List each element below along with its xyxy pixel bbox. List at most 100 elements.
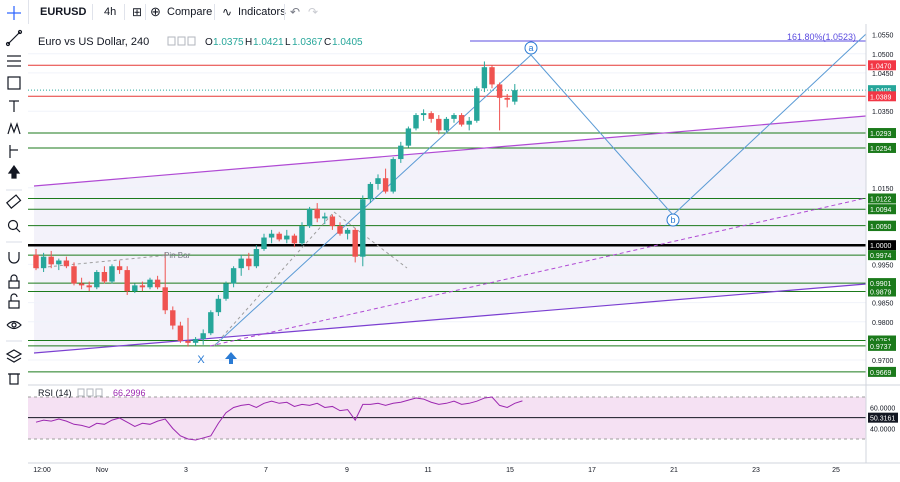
crosshair-icon[interactable] bbox=[7, 6, 21, 20]
candle-style-icon[interactable]: ⊞ bbox=[132, 5, 143, 19]
undo-icon[interactable]: ↶ bbox=[290, 5, 301, 19]
candle-body bbox=[71, 266, 77, 284]
price-tag bbox=[868, 278, 896, 289]
interval-button[interactable]: 4h bbox=[104, 6, 117, 18]
rsi-legend: RSI (14) 66.2996 bbox=[38, 388, 146, 398]
legend-low-label: L bbox=[285, 37, 291, 48]
time-tick-label: 23 bbox=[752, 467, 760, 474]
zoom-icon[interactable] bbox=[7, 219, 21, 233]
rectangle-icon[interactable] bbox=[7, 76, 21, 90]
rsi-value: 66.2996 bbox=[113, 388, 146, 398]
candle-body bbox=[504, 97, 510, 100]
top-toolbar: EURUSD 4h ⊞ ⊕ Compare ∿ Indicators ↶ ↷ bbox=[0, 0, 900, 25]
magnet-icon[interactable] bbox=[8, 252, 20, 264]
price-tag bbox=[868, 286, 896, 297]
candle-body bbox=[230, 268, 237, 284]
price-tick-label: 0.9850 bbox=[872, 301, 894, 308]
legend-close-icon[interactable] bbox=[187, 36, 196, 46]
price-tag bbox=[868, 60, 896, 71]
time-tick-label: 9 bbox=[345, 467, 349, 474]
rsi-line bbox=[35, 396, 523, 441]
candle-body bbox=[474, 88, 480, 121]
price-tick-label: 1.0450 bbox=[872, 71, 894, 78]
candle-body bbox=[86, 285, 92, 288]
legend-open-value: 1.0375 bbox=[213, 37, 244, 48]
candle-body bbox=[94, 271, 100, 288]
price-tag bbox=[868, 128, 896, 139]
price-tag bbox=[868, 240, 896, 251]
compare-button[interactable]: Compare bbox=[167, 6, 213, 18]
rsi-settings-icon[interactable] bbox=[86, 388, 94, 397]
candle-body bbox=[512, 90, 518, 102]
candle-body bbox=[208, 312, 214, 334]
candle-body bbox=[132, 285, 138, 292]
fib-extension-label: 161.80%(1.0523) bbox=[787, 32, 856, 42]
rsi-close-icon[interactable] bbox=[95, 388, 103, 397]
candle-body bbox=[154, 279, 161, 288]
price-tag-label: 1.0050 bbox=[870, 224, 892, 231]
candle-body bbox=[147, 279, 153, 288]
price-tag bbox=[868, 193, 896, 204]
toolbar-divider bbox=[92, 4, 93, 20]
trend-line-icon[interactable] bbox=[5, 29, 23, 47]
fib-icon[interactable] bbox=[7, 55, 21, 67]
legend-eye-icon[interactable] bbox=[167, 36, 176, 46]
candle-body bbox=[200, 333, 206, 339]
price-tick-label: 1.0150 bbox=[872, 186, 894, 193]
candle-body bbox=[268, 233, 275, 238]
trash-icon[interactable] bbox=[8, 373, 20, 385]
rsi-tag bbox=[868, 412, 898, 423]
candle-body bbox=[299, 226, 305, 244]
candle-body bbox=[390, 159, 396, 192]
candle-body bbox=[405, 128, 412, 146]
chart-area[interactable]: 1.0550 1.0500 1.0450 1.0350 1.0150 0.9950 0.98… bbox=[28, 24, 900, 477]
ruler-icon[interactable] bbox=[5, 194, 22, 210]
candle-body bbox=[63, 260, 70, 267]
candle-body bbox=[177, 325, 184, 341]
measure-icon[interactable] bbox=[9, 145, 18, 158]
candle-body bbox=[481, 67, 488, 89]
candle-body bbox=[329, 216, 336, 227]
candle-body bbox=[162, 287, 168, 311]
price-tag bbox=[868, 366, 896, 377]
lower-channel-line bbox=[33, 283, 867, 354]
price-tag-label: 0.9669 bbox=[870, 370, 892, 377]
point-b-marker: b bbox=[666, 213, 680, 227]
time-tick-label: 7 bbox=[264, 467, 268, 474]
unlock-icon[interactable] bbox=[8, 293, 20, 309]
price-tag-label: 0.9974 bbox=[870, 253, 892, 260]
toolbar-divider bbox=[145, 4, 146, 20]
rsi-tick-label: 40.0000 bbox=[870, 427, 895, 434]
point-b-label: b bbox=[670, 215, 675, 225]
rsi-eye-icon[interactable] bbox=[77, 388, 85, 397]
candle-body bbox=[78, 283, 85, 286]
price-tag bbox=[868, 221, 896, 232]
redo-icon[interactable]: ↷ bbox=[308, 5, 319, 19]
lock-drawing-icon[interactable] bbox=[8, 274, 20, 289]
arrow-cursor-icon[interactable] bbox=[7, 164, 21, 179]
eye-icon[interactable] bbox=[6, 320, 22, 330]
text-icon[interactable] bbox=[9, 100, 19, 112]
layers-icon[interactable] bbox=[5, 349, 23, 363]
candle-body bbox=[367, 183, 374, 200]
candle-body bbox=[420, 113, 427, 116]
pattern-icon[interactable] bbox=[7, 122, 21, 135]
channel-fill-area bbox=[34, 116, 866, 353]
symbol-search-button[interactable]: EURUSD bbox=[40, 6, 87, 18]
candle-body bbox=[375, 178, 381, 184]
candle-body bbox=[443, 118, 450, 131]
indicators-button[interactable]: Indicators bbox=[238, 6, 286, 18]
price-tick-label: 1.0500 bbox=[872, 52, 894, 59]
candle-body bbox=[382, 178, 389, 192]
legend-settings-icon[interactable] bbox=[177, 36, 186, 46]
up-arrow-icon bbox=[225, 352, 237, 364]
candle-body bbox=[109, 266, 115, 282]
price-tag-label: 0.9901 bbox=[870, 281, 892, 288]
drawing-toolbar bbox=[0, 0, 29, 477]
candle-body bbox=[33, 254, 39, 269]
candle-body bbox=[246, 258, 252, 267]
point-a-marker: a bbox=[524, 41, 538, 55]
candle-body bbox=[352, 229, 358, 257]
candle-body bbox=[253, 249, 260, 267]
toolbar-divider bbox=[124, 4, 125, 20]
